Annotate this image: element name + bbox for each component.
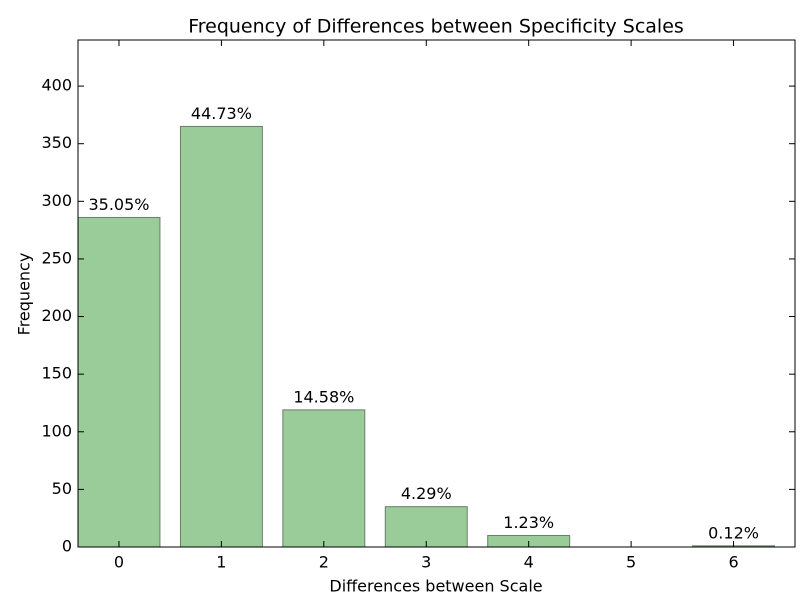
bar: [384, 506, 468, 548]
x-tick-label: 6: [728, 553, 738, 572]
data-label: 14.58%: [293, 387, 354, 406]
y-axis-label: Frequency: [15, 253, 34, 336]
y-tick-label: 50: [52, 479, 72, 498]
x-axis-label: Differences between Scale: [329, 577, 542, 596]
y-tick-label: 250: [41, 248, 72, 267]
y-tick-label: 100: [41, 421, 72, 440]
data-label: 35.05%: [88, 195, 149, 214]
y-tick-label: 400: [41, 76, 72, 95]
bar: [77, 216, 161, 548]
data-label: 0.12%: [708, 523, 759, 542]
x-tick-label: 1: [216, 553, 226, 572]
data-label: 1.23%: [503, 513, 554, 532]
x-tick-label: 5: [626, 553, 636, 572]
y-tick-label: 150: [41, 364, 72, 383]
chart-title: Frequency of Differences between Specifi…: [188, 16, 684, 38]
y-tick-label: 200: [41, 306, 72, 325]
y-tick-label: 350: [41, 133, 72, 152]
bar: [282, 409, 366, 548]
x-tick-label: 2: [319, 553, 329, 572]
bar: [179, 125, 263, 548]
x-tick-label: 4: [524, 553, 534, 572]
plot-frame: [77, 39, 796, 548]
x-tick-label: 0: [114, 553, 124, 572]
data-label: 4.29%: [401, 484, 452, 503]
y-tick-label: 0: [62, 537, 72, 556]
x-tick-label: 3: [421, 553, 431, 572]
y-tick-label: 300: [41, 191, 72, 210]
data-label: 44.73%: [191, 104, 252, 123]
